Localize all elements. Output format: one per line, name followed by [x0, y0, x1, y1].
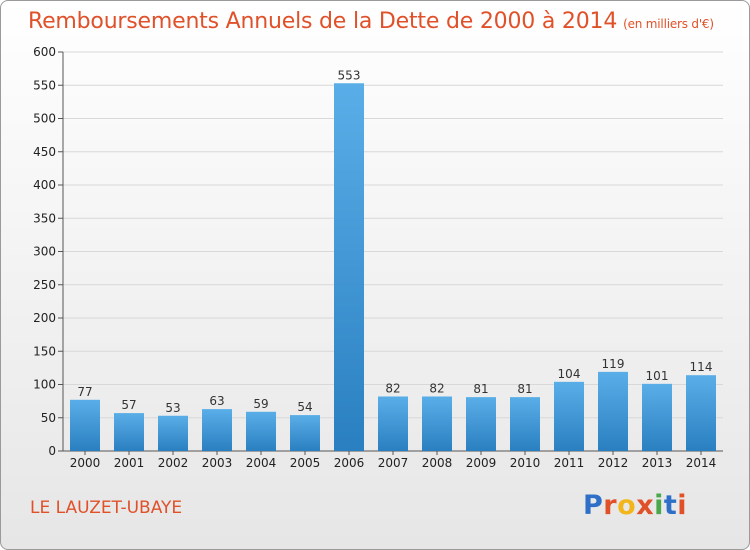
y-tick-label: 600 — [33, 45, 56, 59]
logo-letter: o — [617, 490, 637, 521]
data-label: 81 — [517, 382, 532, 396]
x-tick-label: 2013 — [642, 456, 673, 470]
bar — [70, 399, 100, 451]
data-label: 114 — [690, 360, 713, 374]
bar — [334, 83, 364, 451]
bar — [290, 415, 320, 451]
labels: 2000 77 2001 57 2002 53 2003 63 2004 59 2005 54 2006… — [70, 68, 717, 470]
bar — [686, 375, 716, 451]
x-tick-label: 2002 — [158, 456, 189, 470]
x-tick-label: 2003 — [202, 456, 233, 470]
y-tick-label: 200 — [33, 311, 56, 325]
bar — [158, 415, 188, 451]
chart-subtitle: (en milliers d'€) — [623, 17, 714, 31]
bar — [114, 413, 144, 451]
logo-letter: i — [677, 490, 688, 521]
y-tick-label: 400 — [33, 178, 56, 192]
data-label: 81 — [473, 382, 488, 396]
data-label: 101 — [646, 369, 669, 383]
x-tick-label: 2005 — [290, 456, 321, 470]
data-label: 82 — [385, 381, 400, 395]
data-label: 57 — [121, 398, 136, 412]
y-tick-label: 500 — [33, 112, 56, 126]
chart-title-text: Remboursements Annuels de la Dette de 20… — [28, 9, 618, 34]
y-tick-label: 550 — [33, 78, 56, 92]
data-label: 54 — [297, 400, 312, 414]
bar — [642, 383, 672, 451]
y-tick-label: 350 — [33, 211, 56, 225]
bar — [466, 397, 496, 451]
data-label: 77 — [77, 385, 92, 399]
bar — [422, 396, 452, 451]
logo-letter: r — [603, 490, 618, 521]
y-tick-label: 100 — [33, 378, 56, 392]
x-tick-label: 2011 — [554, 456, 585, 470]
data-label: 104 — [558, 367, 581, 381]
data-label: 59 — [253, 397, 268, 411]
x-tick-label: 2007 — [378, 456, 409, 470]
logo-letter: P — [583, 490, 604, 521]
x-tick-label: 2000 — [70, 456, 101, 470]
y-tick-label: 450 — [33, 145, 56, 159]
x-tick-label: 2006 — [334, 456, 365, 470]
x-tick-label: 2001 — [114, 456, 145, 470]
y-tick-label: 0 — [48, 444, 56, 458]
logo-letter: t — [663, 490, 678, 521]
bar — [554, 381, 584, 451]
y-tick-label: 50 — [41, 411, 56, 425]
chart-title: Remboursements Annuels de la Dette de 20… — [28, 9, 714, 34]
bar — [202, 409, 232, 451]
data-label: 53 — [165, 401, 180, 415]
x-tick-label: 2009 — [466, 456, 497, 470]
x-tick-label: 2010 — [510, 456, 541, 470]
y-tick-label: 300 — [33, 245, 56, 259]
data-label: 553 — [338, 68, 361, 82]
x-tick-label: 2004 — [246, 456, 277, 470]
logo-letter: i — [654, 490, 664, 521]
data-label: 119 — [602, 357, 625, 371]
x-tick-label: 2014 — [686, 456, 717, 470]
x-tick-label: 2012 — [598, 456, 629, 470]
bar — [510, 397, 540, 451]
bars — [70, 83, 716, 451]
data-label: 63 — [209, 394, 224, 408]
commune-name: LE LAUZET-UBAYE — [30, 498, 183, 518]
y-tick-label: 250 — [33, 278, 56, 292]
bar — [598, 371, 628, 451]
y-tick-label: 150 — [33, 344, 56, 358]
proxiti-logo: Proxiti — [583, 490, 687, 521]
bar — [246, 411, 276, 451]
logo-letter: x — [636, 490, 655, 521]
data-label: 82 — [429, 381, 444, 395]
x-tick-label: 2008 — [422, 456, 453, 470]
bar — [378, 396, 408, 451]
